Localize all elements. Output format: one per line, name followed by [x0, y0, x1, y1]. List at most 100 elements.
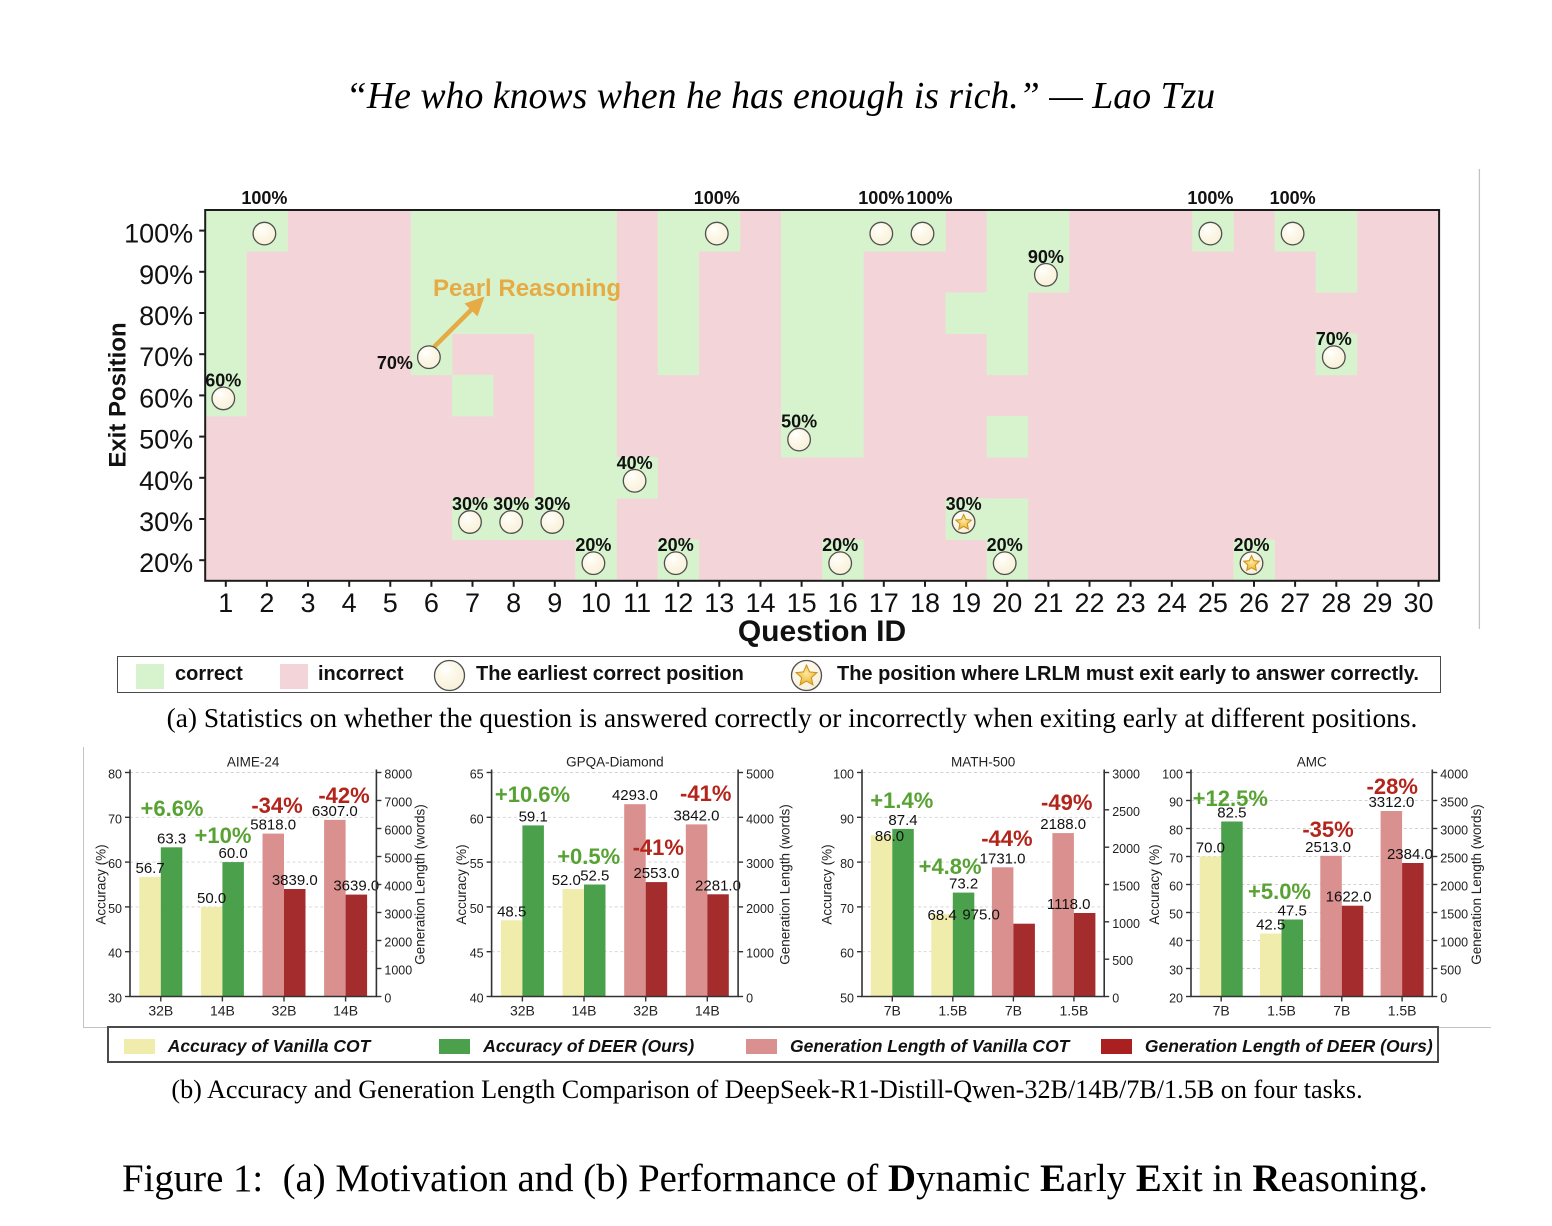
svg-text:20%: 20%	[658, 535, 694, 555]
svg-text:30: 30	[108, 992, 122, 1006]
svg-text:1000: 1000	[1112, 917, 1140, 931]
svg-text:50: 50	[470, 902, 484, 916]
svg-text:90%: 90%	[139, 260, 193, 290]
svg-text:13: 13	[704, 588, 734, 618]
svg-text:Exit Position: Exit Position	[105, 322, 132, 467]
svg-text:24: 24	[1157, 588, 1187, 618]
svg-text:30%: 30%	[452, 494, 488, 514]
svg-text:30%: 30%	[946, 494, 982, 514]
svg-text:+5.0%: +5.0%	[1248, 879, 1311, 904]
svg-text:7: 7	[465, 588, 480, 618]
svg-text:3000: 3000	[746, 857, 774, 871]
svg-text:4293.0: 4293.0	[612, 787, 658, 804]
svg-text:68.4: 68.4	[927, 907, 956, 924]
svg-text:-41%: -41%	[633, 835, 684, 860]
svg-text:2000: 2000	[746, 902, 774, 916]
svg-text:14B: 14B	[333, 1003, 358, 1019]
svg-text:AMC: AMC	[1297, 755, 1327, 770]
svg-text:Accuracy (%): Accuracy (%)	[820, 844, 835, 924]
svg-text:2: 2	[259, 588, 274, 618]
svg-text:100%: 100%	[241, 188, 287, 208]
svg-text:100%: 100%	[124, 219, 193, 249]
svg-text:20: 20	[1169, 992, 1183, 1006]
svg-text:14: 14	[745, 588, 775, 618]
svg-text:80%: 80%	[139, 301, 193, 331]
svg-text:0: 0	[746, 992, 753, 1006]
svg-text:90: 90	[1169, 796, 1183, 810]
svg-text:-44%: -44%	[981, 826, 1032, 851]
svg-text:6307.0: 6307.0	[312, 803, 358, 820]
svg-text:1.5B: 1.5B	[938, 1003, 967, 1019]
svg-text:-41%: -41%	[680, 781, 731, 806]
svg-text:0: 0	[1112, 992, 1119, 1006]
svg-text:73.2: 73.2	[949, 876, 978, 893]
svg-text:16: 16	[828, 588, 858, 618]
svg-text:-49%: -49%	[1041, 790, 1092, 815]
svg-text:MATH-500: MATH-500	[951, 755, 1015, 770]
svg-text:50.0: 50.0	[197, 890, 226, 907]
svg-text:70.0: 70.0	[1196, 840, 1225, 857]
svg-text:100%: 100%	[694, 188, 740, 208]
svg-text:Pearl Reasoning: Pearl Reasoning	[433, 275, 621, 302]
svg-text:25: 25	[1198, 588, 1228, 618]
svg-text:70: 70	[108, 812, 122, 826]
svg-text:60.0: 60.0	[218, 845, 247, 862]
svg-text:60: 60	[840, 947, 854, 961]
svg-text:-28%: -28%	[1367, 774, 1418, 799]
svg-text:5: 5	[383, 588, 398, 618]
svg-text:Accuracy (%): Accuracy (%)	[1147, 844, 1162, 924]
svg-text:90%: 90%	[1028, 247, 1064, 267]
svg-text:19: 19	[951, 588, 981, 618]
svg-text:17: 17	[869, 588, 899, 618]
svg-text:3000: 3000	[384, 908, 412, 922]
svg-text:10: 10	[581, 588, 611, 618]
svg-text:50: 50	[840, 992, 854, 1006]
svg-text:5000: 5000	[384, 852, 412, 866]
svg-text:70%: 70%	[377, 353, 413, 373]
svg-text:82.5: 82.5	[1217, 805, 1246, 822]
svg-text:56.7: 56.7	[135, 860, 164, 877]
svg-text:1.5B: 1.5B	[1267, 1003, 1296, 1019]
svg-text:Generation Length (words): Generation Length (words)	[1469, 804, 1484, 965]
svg-text:7B: 7B	[1005, 1003, 1022, 1019]
svg-text:50%: 50%	[781, 412, 817, 432]
svg-text:50%: 50%	[139, 425, 193, 455]
svg-text:2188.0: 2188.0	[1040, 816, 1086, 833]
svg-text:Accuracy (%): Accuracy (%)	[454, 844, 469, 924]
svg-text:4000: 4000	[746, 812, 774, 826]
svg-text:86.0: 86.0	[875, 828, 904, 845]
svg-text:-34%: -34%	[251, 793, 302, 818]
svg-text:Generation Length (words): Generation Length (words)	[412, 804, 427, 965]
svg-text:4: 4	[342, 588, 357, 618]
svg-text:3000: 3000	[1112, 768, 1140, 782]
svg-text:52.5: 52.5	[580, 868, 609, 885]
svg-text:48.5: 48.5	[497, 903, 526, 920]
svg-text:100: 100	[1162, 768, 1183, 782]
svg-text:7B: 7B	[884, 1003, 901, 1019]
svg-text:1: 1	[218, 588, 233, 618]
svg-text:4000: 4000	[384, 880, 412, 894]
svg-text:70%: 70%	[1316, 329, 1352, 349]
svg-text:+10.6%: +10.6%	[495, 782, 570, 807]
svg-text:70: 70	[840, 902, 854, 916]
svg-text:9: 9	[547, 588, 562, 618]
svg-text:70: 70	[1169, 852, 1183, 866]
svg-text:+1.4%: +1.4%	[870, 788, 933, 813]
svg-text:1000: 1000	[1440, 936, 1468, 950]
svg-text:+0.5%: +0.5%	[557, 844, 620, 869]
svg-text:+12.5%: +12.5%	[1193, 786, 1268, 811]
svg-text:22: 22	[1074, 588, 1104, 618]
svg-text:AIME-24: AIME-24	[227, 755, 280, 770]
svg-text:45: 45	[470, 947, 484, 961]
svg-text:47.5: 47.5	[1278, 903, 1307, 920]
svg-text:32B: 32B	[272, 1003, 297, 1019]
svg-text:30%: 30%	[139, 507, 193, 537]
svg-text:20%: 20%	[822, 535, 858, 555]
svg-text:7B: 7B	[1333, 1003, 1350, 1019]
svg-text:23: 23	[1116, 588, 1146, 618]
svg-text:65: 65	[470, 768, 484, 782]
svg-text:15: 15	[787, 588, 817, 618]
svg-text:1731.0: 1731.0	[980, 850, 1026, 867]
svg-text:6: 6	[424, 588, 439, 618]
svg-text:100: 100	[833, 768, 854, 782]
